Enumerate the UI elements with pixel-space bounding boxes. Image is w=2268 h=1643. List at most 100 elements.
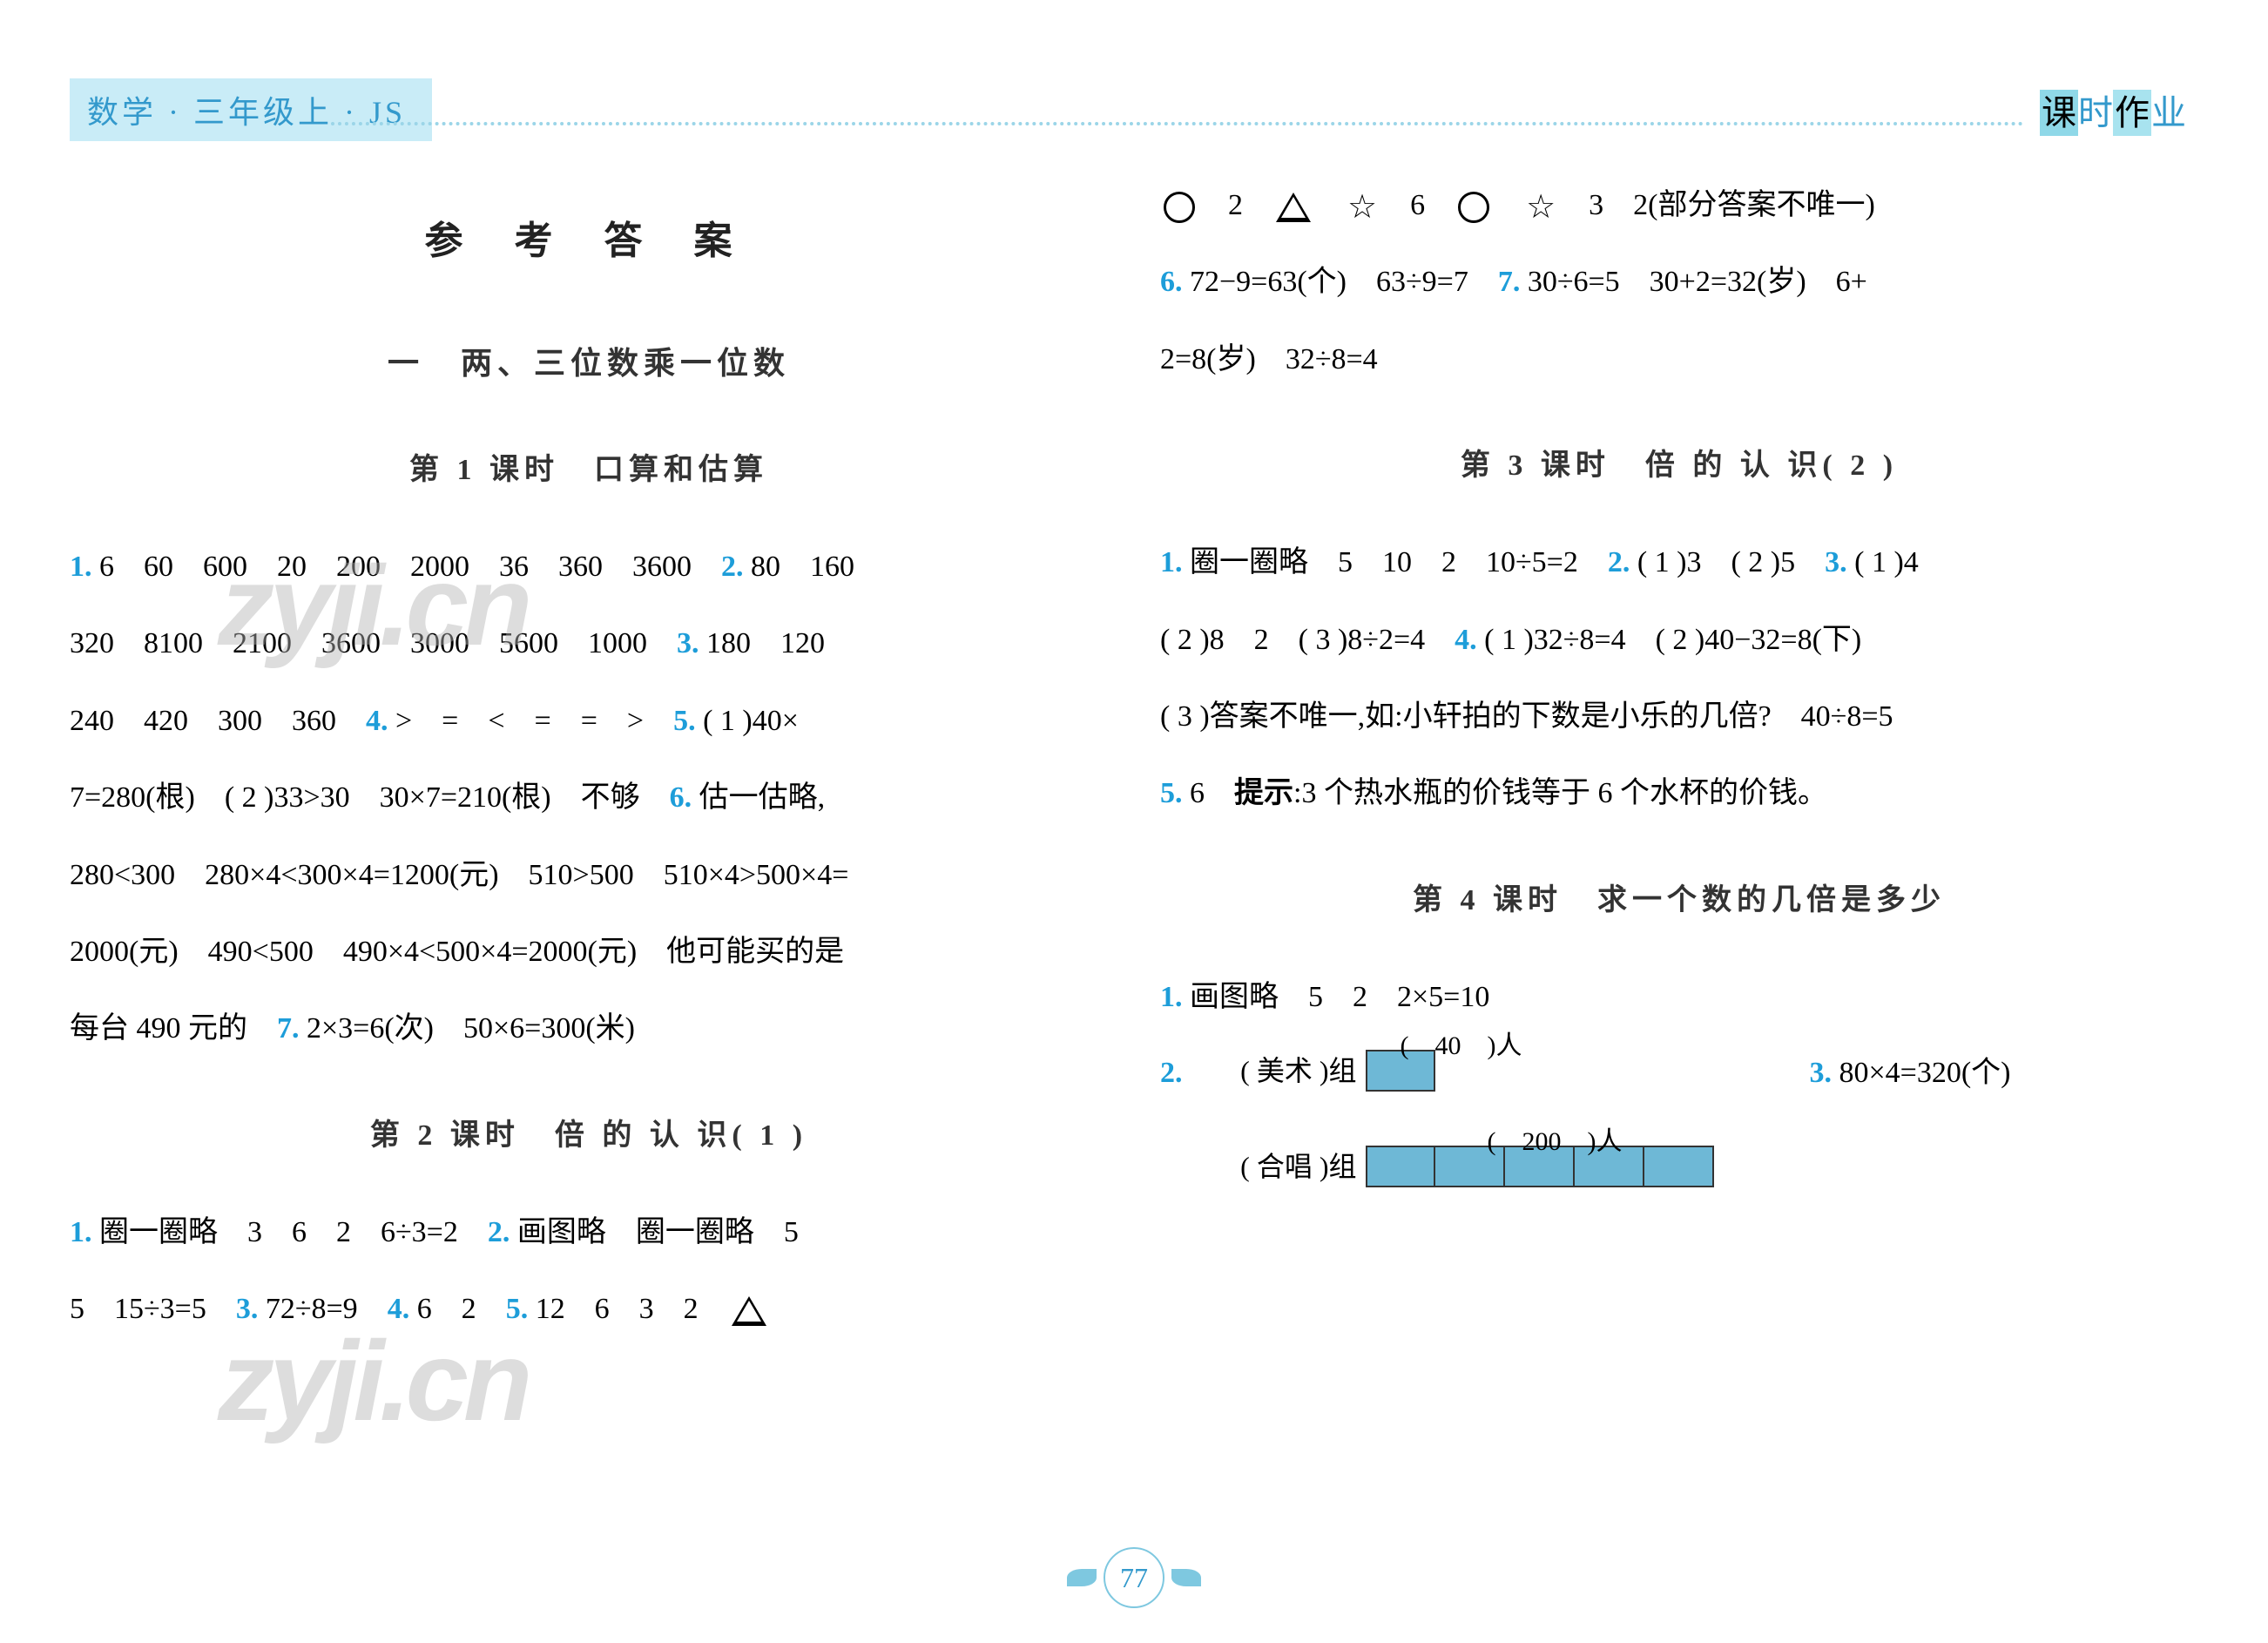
question-number: 6.	[1160, 266, 1183, 298]
answer-text: 72÷8=9	[258, 1293, 387, 1325]
question-number: 6.	[670, 781, 692, 814]
answer-line: 5 15÷3=5 3. 72÷8=9 4. 6 2 5. 12 6 3 2	[70, 1271, 1108, 1348]
answer-line: 每台 490 元的 7. 2×3=6(次) 50×6=300(米)	[70, 991, 1108, 1067]
section-3-answers: 1. 圈一圈略 5 10 2 10÷5=2 2. ( 1 )3 ( 2 )5 3…	[1160, 524, 2198, 833]
answer-line: 240 420 300 360 4. > = < = = > 5. ( 1 )4…	[70, 683, 1108, 760]
question-number: 3.	[677, 627, 699, 659]
answer-text: 180 120	[699, 627, 826, 659]
page-footer: 77	[1067, 1547, 1201, 1608]
answer-text: ( 1 )32÷8=4 ( 2 )40−32=8(下)	[1477, 624, 1862, 656]
answer-line: ( 3 )答案不唯一,如:小轩拍的下数是小乐的几倍? 40÷8=5	[1160, 679, 2198, 755]
answer-text	[1314, 189, 1344, 221]
answer-line: 5. 6 提示:3 个热水瓶的价钱等于 6 个水杯的价钱。	[1160, 755, 2198, 832]
answer-text: 2×3=6(次) 50×6=300(米)	[300, 1012, 636, 1045]
section-3-title: 第 3 课时 倍 的 认 识( 2 )	[1160, 429, 2198, 503]
choir-bar: ( 200 )人	[1366, 1146, 1714, 1187]
page-header: 数学 · 三年级上 · JS 课时作业	[70, 78, 2198, 141]
chapter-title: 一 两、三位数乘一位数	[70, 324, 1108, 402]
question-number: 5.	[673, 705, 696, 737]
q2-q3-row: 2. ( 美术 )组 ( 40 )人 ( 合唱 )组 ( 200 )人	[1160, 1036, 2198, 1201]
question-number: 2.	[1608, 546, 1630, 578]
art-bar: ( 40 )人	[1366, 1050, 1435, 1092]
answer-text: 30÷6=5 30+2=32(岁) 6+	[1520, 266, 1867, 298]
question-number: 3.	[236, 1293, 259, 1325]
answer-line: ( 2 )8 2 ( 3 )8÷2=4 4. ( 1 )32÷8=4 ( 2 )…	[1160, 602, 2198, 679]
answer-text: 80 160	[744, 551, 855, 583]
answer-text: 240 420 300 360	[70, 705, 366, 737]
answer-text: 6 60 600 20 200 2000 36 360 3600	[92, 551, 722, 583]
answer-line: 1. 6 60 600 20 200 2000 36 360 3600 2. 8…	[70, 529, 1108, 605]
question-number: 1.	[70, 1216, 92, 1248]
answer-text: 6 2	[409, 1293, 506, 1325]
header-left-title: 数学 · 三年级上 · JS	[70, 78, 432, 141]
answer-line: 1. 圈一圈略 5 10 2 10÷5=2 2. ( 1 )3 ( 2 )5 3…	[1160, 524, 2198, 601]
question-number: 1.	[1160, 546, 1183, 578]
art-count: ( 40 )人	[1401, 1013, 1522, 1078]
answer-text: 12 6 3 2	[528, 1293, 728, 1325]
answer-text	[1493, 189, 1522, 221]
triangle-icon	[1276, 193, 1311, 222]
answer-bold: 提示	[1234, 777, 1293, 809]
question-number: 5.	[1160, 777, 1183, 809]
answer-line: 2=8(岁) 32÷8=4	[1160, 321, 2198, 398]
hdr-char-2: 时	[2078, 93, 2113, 132]
choir-group-label: ( 合唱 )组	[1200, 1132, 1357, 1201]
section-2-answers: 1. 圈一圈略 3 6 2 6÷3=2 2. 画图略 圈一圈略 5 5 15÷3=…	[70, 1194, 1108, 1349]
answer-text: 7=280(根) ( 2 )33>30 30×7=210(根) 不够	[70, 781, 670, 814]
question-number: 1.	[70, 551, 92, 583]
answer-text: 画图略 圈一圈略 5	[510, 1216, 799, 1248]
answer-line: 2 ☆ 6 ☆ 3 2(部分答案不唯一)	[1160, 167, 2198, 244]
question-number: 7.	[277, 1012, 300, 1045]
circle-icon	[1458, 192, 1489, 223]
answer-text: 320 8100 2100 3600 3000 5600 1000	[70, 627, 677, 659]
question-number: 7.	[1498, 266, 1521, 298]
diagram-row-art: ( 美术 )组 ( 40 )人	[1200, 1036, 1714, 1105]
answer-text: 估一估略,	[692, 781, 825, 814]
question-number: 4.	[366, 705, 388, 737]
answer-text: 5 15÷3=5	[70, 1293, 236, 1325]
answer-line: 6. 72−9=63(个) 63÷9=7 7. 30÷6=5 30+2=32(岁…	[1160, 244, 2198, 321]
answer-text: 280<300 280×4<300×4=1200(元) 510>500 510×…	[70, 859, 848, 891]
star-icon: ☆	[1526, 191, 1556, 224]
header-right-title: 课时作业	[2028, 79, 2198, 140]
q3-number: 3.	[1810, 1057, 1833, 1089]
question-number: 1.	[1160, 981, 1183, 1013]
answer-text: 72−9=63(个) 63÷9=7	[1183, 266, 1498, 298]
leaf-icon	[1171, 1569, 1201, 1586]
answer-text: 圈一圈略 3 6 2 6÷3=2	[92, 1216, 488, 1248]
answer-text: 2=8(岁) 32÷8=4	[1160, 343, 1378, 375]
answer-text: 画图略 5 2 2×5=10	[1183, 981, 1490, 1013]
answer-text: ( 1 )3 ( 2 )5	[1630, 546, 1825, 578]
page-number: 77	[1104, 1547, 1164, 1608]
answer-line: 280<300 280×4<300×4=1200(元) 510>500 510×…	[70, 837, 1108, 914]
triangle-icon	[732, 1296, 766, 1326]
bar-segment	[1366, 1146, 1435, 1187]
question-number: 2.	[721, 551, 744, 583]
section-4-answers: 1. 画图略 5 2 2×5=10	[1160, 959, 2198, 1036]
question-number: 4.	[1455, 624, 1477, 656]
answer-text: 3 2(部分答案不唯一)	[1559, 189, 1875, 221]
section-1-title: 第 1 课时 口算和估算	[70, 433, 1108, 507]
bar-segment	[1644, 1146, 1714, 1187]
section-4-title: 第 4 课时 求一个数的几倍是多少	[1160, 863, 2198, 937]
diagram-row-choir: ( 合唱 )组 ( 200 )人	[1200, 1132, 1714, 1201]
header-divider	[331, 122, 2024, 125]
left-column: 参 考 答 案 一 两、三位数乘一位数 第 1 课时 口算和估算 1. 6 60…	[70, 167, 1108, 1349]
answer-text: ( 3 )答案不唯一,如:小轩拍的下数是小乐的几倍? 40÷8=5	[1160, 700, 1893, 733]
question-number: 2.	[488, 1216, 510, 1248]
answer-line: 1. 画图略 5 2 2×5=10	[1160, 959, 2198, 1036]
q3-answer: 80×4=320(个)	[1832, 1057, 2011, 1089]
q2-number: 2.	[1160, 1036, 1183, 1110]
star-icon: ☆	[1347, 191, 1377, 224]
question-number: 5.	[506, 1293, 529, 1325]
circle-icon	[1164, 192, 1195, 223]
answer-text: 圈一圈略 5 10 2 10÷5=2	[1183, 546, 1608, 578]
answer-line: 7=280(根) ( 2 )33>30 30×7=210(根) 不够 6. 估一…	[70, 760, 1108, 836]
question-number: 4.	[388, 1293, 410, 1325]
leaf-icon	[1067, 1569, 1097, 1586]
section-2-continued: 2 ☆ 6 ☆ 3 2(部分答案不唯一)6. 72−9=63(个) 63÷9=7…	[1160, 167, 2198, 398]
hdr-char-4: 业	[2151, 93, 2186, 132]
answer-text: 6	[1183, 777, 1235, 809]
question-number: 3.	[1825, 546, 1847, 578]
answer-text: :3 个热水瓶的价钱等于 6 个水杯的价钱。	[1293, 777, 1827, 809]
